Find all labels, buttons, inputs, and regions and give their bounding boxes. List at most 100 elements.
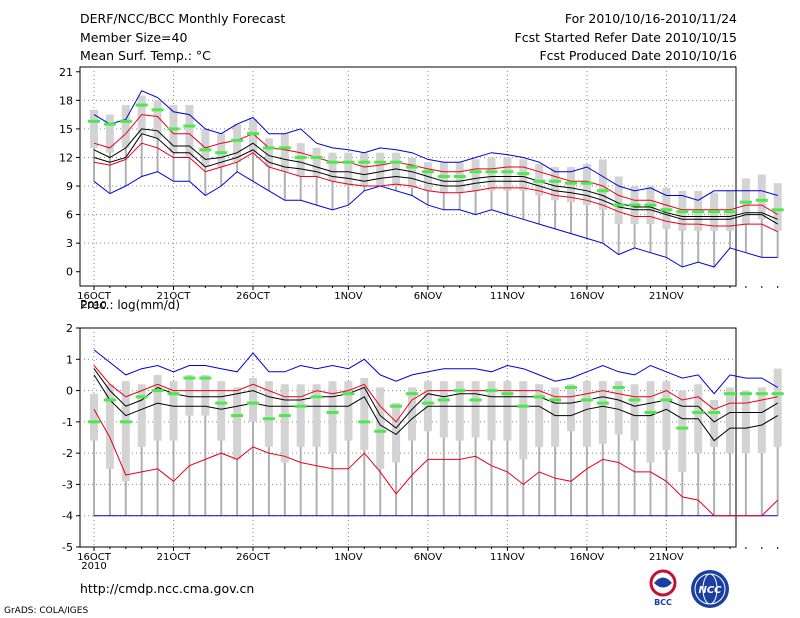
temperature-median-mark bbox=[771, 208, 784, 212]
precipitation-box bbox=[137, 384, 146, 447]
precipitation-median-mark bbox=[326, 410, 339, 414]
precipitation-box bbox=[105, 384, 114, 469]
precipitation-box bbox=[455, 381, 464, 441]
precipitation-xtick-label: 26OCT bbox=[236, 552, 271, 563]
temperature-median-mark bbox=[437, 175, 450, 178]
precipitation-median-mark bbox=[644, 410, 657, 414]
temperature-median-mark bbox=[644, 203, 657, 207]
source-url[interactable]: http://cmdp.ncc.cma.gov.cn bbox=[80, 581, 255, 596]
temperature-median-mark bbox=[374, 160, 387, 164]
forecast-period: For 2010/10/16-2010/11/24 bbox=[564, 11, 737, 26]
temperature-box bbox=[757, 174, 766, 220]
precipitation-median-mark bbox=[708, 410, 721, 414]
temperature-median-mark bbox=[676, 210, 689, 214]
temperature-median-mark bbox=[660, 208, 673, 212]
temperature-median-mark bbox=[151, 108, 164, 112]
precip-panel-label: Prec.: log(mm/d) bbox=[80, 298, 181, 312]
temperature-median-mark bbox=[167, 127, 180, 131]
temperature-box bbox=[614, 176, 623, 225]
temperature-median-mark bbox=[469, 170, 482, 174]
precipitation-box bbox=[535, 384, 544, 447]
temperature-median-mark bbox=[199, 148, 212, 152]
temperature-box bbox=[360, 152, 369, 187]
temperature-ytick-label: 18 bbox=[59, 94, 73, 107]
temperature-median-mark bbox=[262, 146, 275, 150]
temperature-median-mark bbox=[103, 122, 116, 126]
precipitation-box bbox=[726, 387, 734, 454]
precipitation-frame bbox=[79, 327, 737, 548]
precipitation-median-mark bbox=[119, 420, 132, 424]
temperature-ytick-label: 12 bbox=[59, 151, 73, 164]
precipitation-box bbox=[567, 384, 575, 432]
temperature-box bbox=[217, 133, 226, 167]
precipitation-median-mark bbox=[533, 395, 546, 399]
precipitation-median-mark bbox=[88, 420, 100, 424]
temperature-xtick-label: 11NOV bbox=[490, 291, 525, 302]
precipitation-box bbox=[678, 390, 687, 472]
precipitation-median-mark bbox=[771, 392, 784, 396]
grads-credit: GrADS: COLA/IGES bbox=[4, 606, 89, 616]
temperature-median-mark bbox=[580, 181, 593, 185]
precipitation-xtick-label: 21NOV bbox=[649, 552, 684, 563]
precipitation-box bbox=[710, 399, 719, 447]
precipitation-lower-line bbox=[93, 374, 778, 442]
precipitation-median-mark bbox=[517, 404, 530, 408]
precipitation-ytick-label: -2 bbox=[62, 447, 73, 460]
precipitation-median-mark bbox=[167, 392, 180, 396]
temperature-box bbox=[344, 152, 353, 187]
precipitation-xtick-year: 2010 bbox=[81, 561, 106, 572]
temperature-lower-line bbox=[93, 133, 778, 225]
precipitation-box bbox=[360, 378, 369, 451]
temperature-xtick-label: 1NOV bbox=[334, 291, 363, 302]
temperature-box bbox=[487, 157, 496, 191]
precipitation-median-mark bbox=[199, 376, 212, 380]
precipitation-box bbox=[741, 390, 750, 454]
precipitation-median-mark bbox=[294, 404, 307, 408]
precipitation-box bbox=[121, 381, 130, 482]
temperature-median-mark bbox=[724, 210, 736, 214]
precipitation-max-line bbox=[93, 349, 778, 395]
temperature-median-mark bbox=[739, 200, 752, 204]
precipitation-median-mark bbox=[103, 398, 116, 402]
temperature-xtick-label: 16NOV bbox=[570, 291, 605, 302]
precipitation-box bbox=[408, 387, 416, 441]
precipitation-box bbox=[280, 384, 289, 463]
temperature-median-mark bbox=[708, 210, 721, 214]
precipitation-ytick-label: 2 bbox=[66, 322, 73, 335]
precipitation-box bbox=[439, 381, 448, 438]
temperature-median-mark bbox=[596, 189, 609, 193]
precipitation-min-line bbox=[93, 409, 779, 517]
precipitation-median-mark bbox=[628, 398, 641, 402]
temperature-median-mark bbox=[135, 103, 148, 107]
precipitation-box bbox=[376, 387, 385, 469]
precipitation-median-mark bbox=[215, 401, 228, 405]
precipitation-box bbox=[773, 368, 782, 447]
precipitation-box bbox=[614, 381, 623, 435]
precipitation-median-mark bbox=[406, 392, 418, 396]
precipitation-ytick-label: 0 bbox=[66, 385, 73, 398]
temperature-xtick-label: 6NOV bbox=[414, 291, 443, 302]
precipitation-median-mark bbox=[183, 376, 196, 380]
temperature-box bbox=[185, 105, 194, 158]
temperature-xtick-label: 26OCT bbox=[236, 291, 271, 302]
temperature-median-mark bbox=[294, 155, 307, 159]
temperature-median-mark bbox=[453, 175, 466, 178]
temperature-box bbox=[233, 124, 242, 163]
temperature-median-mark bbox=[628, 203, 641, 207]
temperature-bottom-line bbox=[93, 142, 778, 233]
temperature-box bbox=[551, 166, 560, 201]
temperature-ytick-label: 3 bbox=[66, 237, 73, 250]
temperature-mean-line bbox=[93, 128, 778, 220]
precipitation-xtick-label: 6NOV bbox=[414, 552, 443, 563]
precipitation-median-mark bbox=[421, 401, 434, 405]
temperature-median-mark bbox=[501, 170, 514, 174]
precipitation-median-mark bbox=[469, 398, 482, 402]
precipitation-median-mark bbox=[485, 389, 498, 393]
precipitation-box bbox=[646, 381, 655, 463]
temperature-panel-label: Mean Surf. Temp.: °C bbox=[80, 48, 211, 63]
forecast-start-date: Fcst Started Refer Date 2010/10/15 bbox=[514, 30, 738, 45]
precipitation-box bbox=[503, 381, 512, 441]
precipitation-box bbox=[233, 387, 242, 460]
ncc-logo: NCC bbox=[691, 570, 729, 608]
